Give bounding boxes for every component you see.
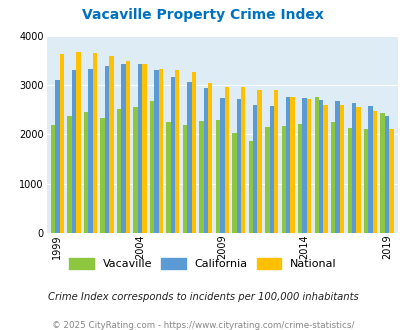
Bar (203, 88, 207, 233)
Bar (224, 87, 228, 233)
Bar (257, 90, 261, 233)
Bar (368, 106, 372, 233)
Bar (232, 133, 236, 233)
Bar (264, 127, 269, 233)
Bar (60, 54, 64, 233)
Bar (121, 64, 125, 233)
Bar (252, 105, 257, 233)
Bar (92, 53, 97, 233)
Bar (363, 129, 368, 233)
Bar (351, 103, 356, 233)
Bar (335, 101, 339, 233)
Bar (302, 98, 306, 233)
Bar (72, 70, 76, 233)
Bar (384, 116, 388, 233)
Bar (379, 113, 384, 233)
Bar (166, 122, 170, 233)
Bar (104, 66, 109, 233)
Bar (318, 100, 323, 233)
Bar (191, 72, 196, 233)
Bar (314, 97, 318, 233)
Bar (215, 120, 220, 233)
Bar (133, 108, 137, 233)
Bar (330, 122, 335, 233)
Bar (220, 98, 224, 233)
Bar (149, 101, 154, 233)
Bar (109, 56, 113, 233)
Text: Vacaville Property Crime Index: Vacaville Property Crime Index (82, 8, 323, 22)
Bar (100, 118, 104, 233)
Bar (187, 82, 191, 233)
Legend: Vacaville, California, National: Vacaville, California, National (69, 258, 336, 269)
Bar (67, 116, 72, 233)
Bar (281, 126, 285, 233)
Bar (137, 64, 142, 233)
Text: Crime Index corresponds to incidents per 100,000 inhabitants: Crime Index corresponds to incidents per… (47, 292, 358, 302)
Bar (290, 97, 294, 233)
Bar (372, 111, 376, 233)
Bar (158, 69, 163, 233)
Bar (154, 70, 158, 233)
Bar (248, 141, 252, 233)
Text: © 2025 CityRating.com - https://www.cityrating.com/crime-statistics/: © 2025 CityRating.com - https://www.city… (51, 321, 354, 330)
Bar (388, 129, 393, 233)
Bar (297, 124, 302, 233)
Bar (273, 90, 278, 233)
Bar (339, 105, 343, 233)
Bar (170, 77, 175, 233)
Bar (306, 99, 311, 233)
Bar (83, 112, 88, 233)
Bar (207, 83, 212, 233)
Bar (142, 64, 146, 233)
Bar (269, 106, 273, 233)
Bar (175, 70, 179, 233)
Bar (125, 61, 130, 233)
Bar (236, 99, 241, 233)
Bar (285, 97, 290, 233)
Bar (76, 52, 80, 233)
Bar (356, 108, 360, 233)
Bar (198, 121, 203, 233)
Bar (323, 105, 327, 233)
Bar (116, 109, 121, 233)
Bar (182, 125, 187, 233)
Bar (51, 125, 55, 233)
Bar (88, 69, 92, 233)
Bar (347, 128, 351, 233)
Bar (55, 80, 60, 233)
Bar (241, 87, 245, 233)
